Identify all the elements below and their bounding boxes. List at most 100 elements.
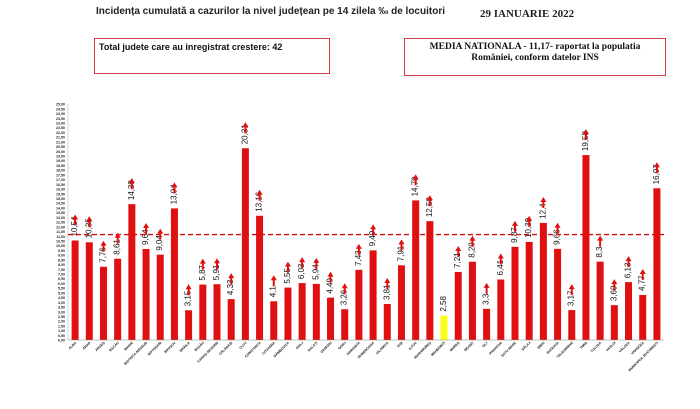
value-label: 3,81 (382, 284, 391, 300)
trend-up-arrow-icon (568, 284, 575, 290)
y-tick-label: 3,00 (58, 310, 65, 314)
trend-up-arrow-icon (398, 239, 405, 245)
x-tick-label: ARGEȘ (94, 340, 106, 352)
x-axis: ALBA ARAD ARGEȘ BACĂU BIHORBISTRIȚA-NĂSĂUDBO… (68, 339, 664, 372)
x-tick-label: VÂLCEA (617, 340, 631, 354)
value-label: 8,61 (113, 239, 122, 255)
bar-2 (99, 266, 107, 340)
trend-up-arrow-icon (497, 253, 504, 259)
trend-up-arrow-icon (86, 216, 93, 222)
trend-up-arrow-icon (143, 222, 150, 228)
trend-up-arrow-icon (625, 256, 632, 262)
value-label: 3,15 (184, 290, 193, 306)
trend-up-arrow-icon (653, 162, 660, 168)
y-tick-label: 9,00 (58, 254, 65, 258)
trend-up-arrow-icon (611, 279, 618, 285)
x-tick-label: SATU MARE (500, 340, 517, 357)
trend-up-arrow-icon (426, 195, 433, 201)
trend-up-arrow-icon (242, 122, 249, 128)
y-tick-label: 23,50 (56, 117, 65, 121)
value-label: 9,49 (368, 230, 377, 246)
y-tick-label: 2,00 (58, 320, 65, 324)
y-tick-label: 1,00 (58, 329, 65, 333)
x-tick-label: BISTRIȚA-NĂSĂUD (123, 340, 149, 366)
y-tick-label: 4,00 (58, 301, 65, 305)
x-tick-label: BRAȘOV (164, 340, 178, 354)
x-tick-label: IALOMIȚA (375, 340, 390, 355)
y-tick-label: 11,50 (56, 230, 65, 234)
x-tick-label: DOLJ (295, 341, 304, 350)
y-tick-label: 24,00 (56, 112, 65, 116)
bar-28 (468, 261, 476, 340)
y-tick-label: 5,00 (58, 291, 65, 295)
bar-1 (85, 242, 93, 340)
bar-22 (383, 304, 391, 340)
increase-count-text: Total judete care au inregistrat crester… (99, 42, 283, 52)
x-tick-label: TIMIȘ (579, 340, 589, 350)
trend-up-arrow-icon (327, 271, 334, 277)
x-tick-label: BUZĂU (193, 340, 205, 352)
bar-16 (298, 283, 306, 340)
value-label: 7,43 (354, 250, 363, 266)
value-label: 10,54 (70, 216, 79, 237)
value-label: 9,04 (155, 235, 164, 251)
y-tick-label: 5,50 (58, 287, 65, 291)
y-tick-label: 0,50 (58, 334, 65, 338)
value-label: 7,76 (98, 247, 107, 263)
y-tick-label: 14,50 (56, 202, 65, 206)
value-label: 6,41 (496, 259, 505, 275)
value-label: 20,31 (240, 124, 249, 145)
bar-23 (397, 265, 405, 340)
bar-31 (511, 246, 519, 340)
x-tick-label: NEAMȚ (463, 340, 475, 352)
bar-38 (610, 305, 618, 340)
y-tick-label: 6,00 (58, 282, 65, 286)
y-tick-label: 21,50 (56, 136, 65, 140)
x-tick-label: IAȘI (396, 341, 404, 349)
bar-4 (128, 204, 136, 340)
value-label: 5,87 (198, 264, 207, 280)
trend-up-arrow-icon (299, 257, 306, 263)
x-tick-label: DÂMBOVIȚA (272, 340, 290, 358)
trend-up-arrow-icon (582, 129, 589, 135)
x-tick-label: CLUJ (238, 341, 247, 350)
y-tick-label: 3,50 (58, 306, 65, 310)
bar-8 (185, 310, 193, 340)
value-label: 3,69 (609, 285, 618, 301)
x-tick-label: BACĂU (108, 340, 121, 353)
trend-up-arrow-icon (526, 215, 533, 221)
y-tick-label: 17,00 (56, 178, 65, 182)
value-label: 6,03 (297, 263, 306, 279)
bar-36 (582, 155, 590, 340)
trend-up-arrow-icon (469, 235, 476, 241)
value-label: 10,35 (84, 218, 93, 239)
y-tick-label: 7,50 (58, 268, 65, 272)
bar-37 (596, 261, 604, 340)
y-tick-label: 20,00 (56, 150, 65, 154)
y-tick-label: 12,50 (56, 221, 65, 225)
chart-title: Incidența cumulată a cazurilor la nivel … (96, 6, 445, 17)
value-label: 7,91 (396, 245, 405, 261)
national-average-box: MEDIA NATIONALA - 11,17- raportat la pop… (404, 38, 666, 76)
value-label: 4,77 (638, 275, 647, 291)
value-label: 4,49 (326, 277, 335, 293)
trend-up-arrow-icon (157, 228, 164, 234)
bar-26 (440, 315, 448, 340)
y-tick-label: 10,00 (56, 244, 65, 248)
trend-up-arrow-icon (597, 235, 604, 241)
x-tick-label: CĂLĂRAȘI (217, 340, 233, 356)
increase-count-box: Total judete care au inregistrat crester… (94, 38, 330, 74)
x-tick-label: MUNICIPIUL BUCUREȘTI (628, 341, 659, 372)
y-tick-label: 8,00 (58, 263, 65, 267)
y-tick-label: 17,50 (56, 173, 65, 177)
x-tick-label: GORJ (337, 341, 347, 351)
x-tick-label: MUREȘ (449, 340, 461, 352)
y-tick-label: 20,50 (56, 145, 65, 149)
x-tick-label: GIURGIU (320, 340, 333, 353)
bar-33 (539, 222, 547, 340)
bar-20 (355, 269, 363, 340)
bar-29 (483, 308, 491, 340)
y-tick-label: 18,00 (56, 169, 65, 173)
y-tick-label: 4,50 (58, 296, 65, 300)
x-tick-label: BOTOȘANI (147, 341, 162, 356)
